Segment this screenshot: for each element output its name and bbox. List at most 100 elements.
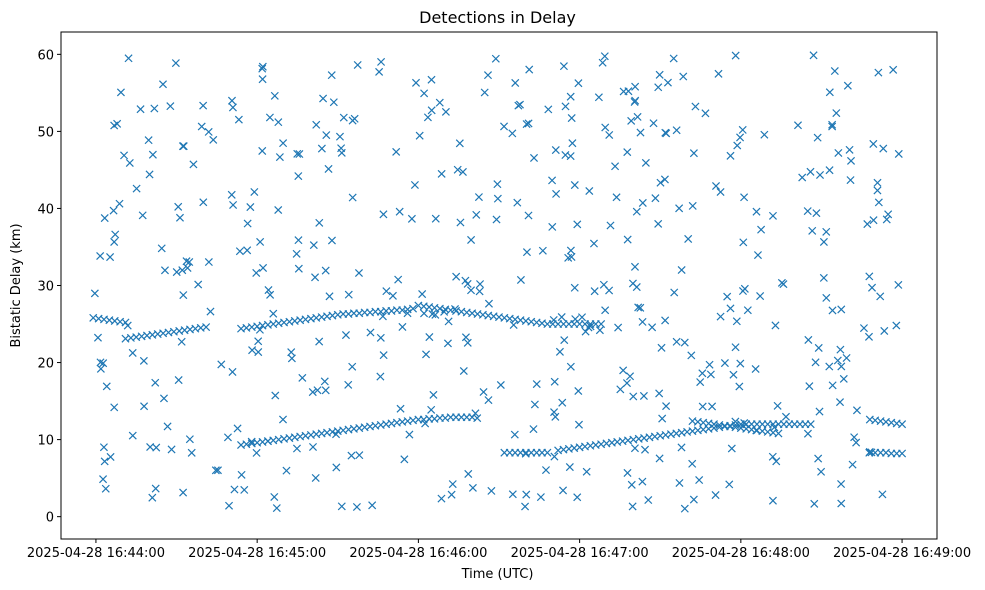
data-point-marker: [234, 115, 243, 124]
data-point-marker: [550, 408, 559, 417]
data-point-marker: [543, 448, 552, 457]
data-point-marker: [199, 198, 208, 207]
data-point-marker: [879, 144, 888, 153]
data-point-marker: [392, 147, 401, 156]
data-point-marker: [663, 78, 672, 87]
data-point-marker: [429, 390, 438, 399]
data-point-marker: [264, 286, 273, 295]
y-tick-label: 40: [37, 202, 54, 217]
data-point-marker: [480, 88, 489, 97]
data-point-marker: [270, 91, 279, 100]
data-point-marker: [254, 348, 263, 357]
data-point-marker: [600, 52, 609, 61]
data-point-marker: [348, 193, 357, 202]
data-point-marker: [605, 286, 614, 295]
data-point-marker: [532, 380, 541, 389]
data-point-marker: [252, 448, 261, 457]
data-point-marker: [624, 87, 633, 96]
data-point-marker: [96, 358, 105, 367]
data-point-marker: [321, 386, 330, 395]
data-point-marker: [427, 106, 436, 115]
data-point-marker: [185, 435, 194, 444]
data-point-marker: [466, 286, 476, 295]
data-point-marker: [458, 167, 467, 176]
x-tick-label: 2025-04-28 16:48:00: [672, 546, 810, 561]
data-point-marker: [876, 292, 885, 301]
data-point-marker: [806, 167, 815, 176]
data-point-marker: [96, 364, 105, 373]
data-point-marker: [171, 59, 180, 68]
data-point-marker: [228, 367, 237, 376]
data-point-marker: [204, 257, 213, 267]
data-point-marker: [804, 335, 813, 344]
data-point-marker: [657, 343, 666, 352]
data-point-marker: [803, 429, 812, 438]
data-point-marker: [471, 409, 480, 418]
data-point-marker: [151, 378, 160, 387]
data-point-marker: [677, 265, 686, 275]
data-point-marker: [437, 169, 446, 178]
data-point-marker: [735, 382, 744, 391]
data-point-marker: [463, 338, 472, 347]
data-point-marker: [472, 210, 481, 219]
data-point-marker: [496, 380, 505, 390]
data-point-marker: [443, 339, 452, 348]
data-point-marker: [194, 280, 203, 289]
data-point-marker: [411, 78, 421, 87]
data-point-marker: [536, 493, 545, 502]
data-point-marker: [739, 238, 748, 247]
data-point-marker: [493, 180, 502, 189]
data-point-marker: [140, 402, 149, 411]
data-point-marker: [418, 290, 427, 299]
data-point-marker: [567, 114, 576, 123]
data-point-marker: [403, 309, 412, 318]
data-point-marker: [347, 451, 356, 460]
data-point-marker: [421, 419, 430, 428]
data-point-marker: [138, 211, 147, 220]
data-point-marker: [337, 144, 346, 153]
data-point-marker: [623, 235, 632, 244]
data-point-marker: [247, 437, 256, 446]
data-point-marker: [204, 127, 213, 136]
data-point-marker: [732, 317, 741, 326]
data-point-marker: [731, 417, 740, 426]
data-point-marker: [197, 122, 206, 131]
data-point-marker: [689, 149, 698, 158]
data-point-marker: [706, 370, 715, 379]
data-point-marker: [628, 502, 637, 511]
data-point-marker: [187, 448, 196, 457]
data-point-marker: [508, 490, 517, 499]
data-point-marker: [353, 60, 362, 69]
data-point-marker: [157, 244, 166, 253]
data-point-marker: [696, 378, 705, 387]
data-point-marker: [376, 372, 385, 381]
data-point-marker: [315, 337, 324, 346]
data-point-marker: [819, 273, 828, 282]
data-point-marker: [731, 51, 740, 60]
data-point-marker: [606, 221, 615, 230]
data-point-marker: [428, 310, 437, 319]
data-point-marker: [691, 102, 700, 111]
data-point-marker: [167, 445, 176, 454]
data-point-marker: [106, 253, 115, 262]
data-point-marker: [525, 65, 534, 74]
data-point-marker: [259, 263, 268, 272]
data-point-marker: [805, 382, 814, 391]
data-point-marker: [846, 176, 855, 185]
data-point-marker: [725, 480, 734, 489]
data-point-marker: [375, 67, 384, 76]
data-point-marker: [447, 490, 456, 499]
data-point-marker: [567, 252, 576, 261]
data-point-marker: [228, 103, 237, 112]
data-point-marker: [882, 215, 891, 224]
data-point-marker: [852, 438, 861, 447]
data-point-marker: [880, 326, 889, 335]
data-point-marker: [199, 101, 208, 110]
data-point-marker: [865, 448, 874, 457]
data-point-marker: [311, 273, 320, 282]
data-point-marker: [822, 227, 831, 236]
data-point-marker: [825, 166, 834, 175]
data-point-marker: [566, 92, 575, 101]
data-point-marker: [869, 139, 878, 148]
